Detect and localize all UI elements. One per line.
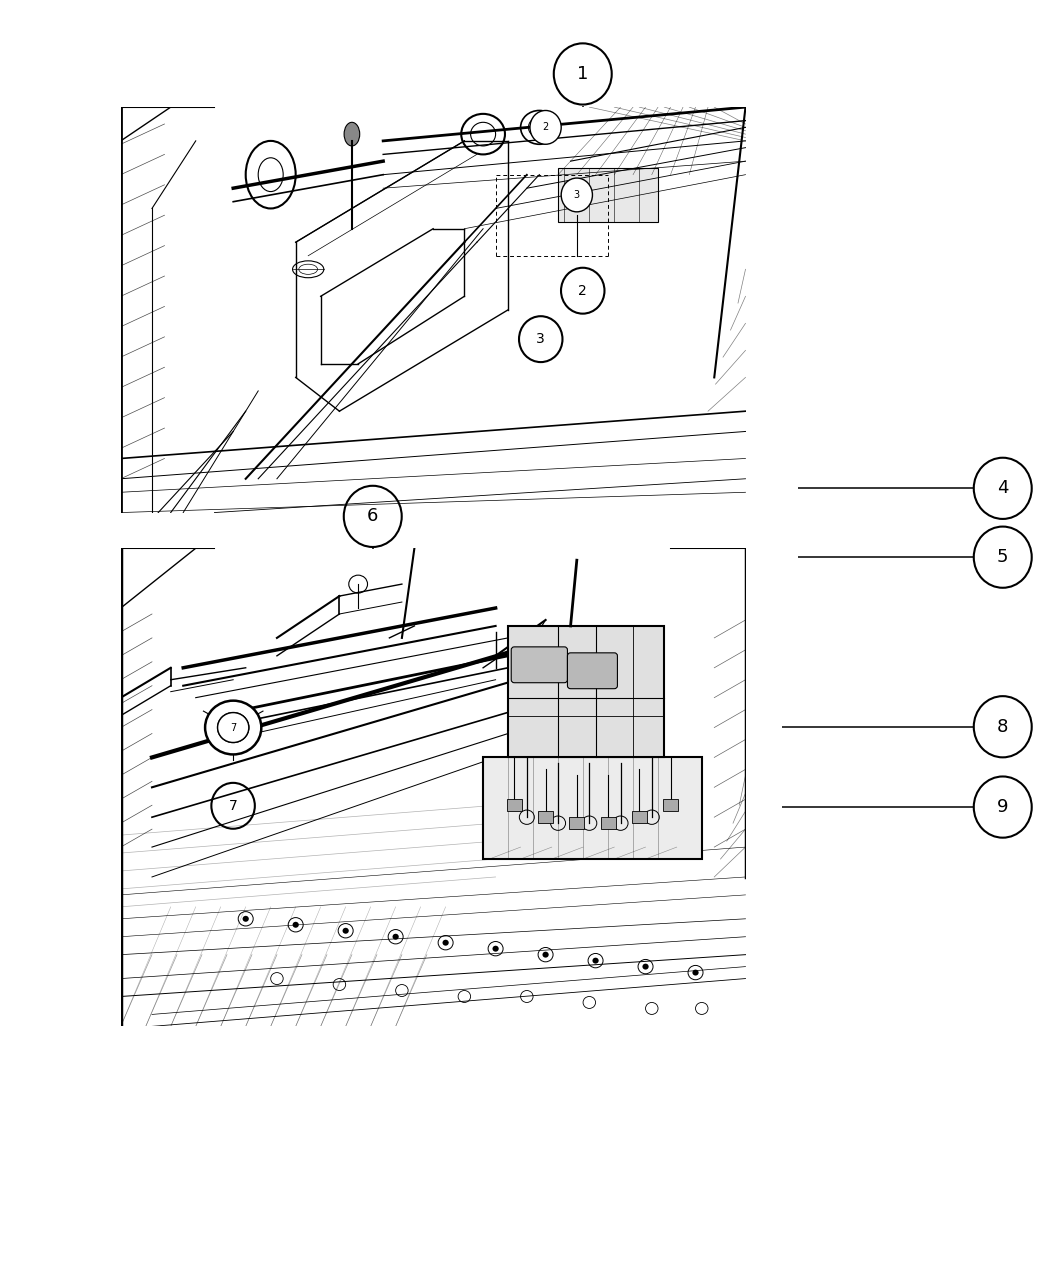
Circle shape — [217, 713, 249, 742]
Circle shape — [643, 964, 649, 969]
Text: 2: 2 — [579, 284, 587, 297]
Circle shape — [530, 111, 561, 144]
Circle shape — [692, 969, 698, 975]
Text: 8: 8 — [998, 718, 1008, 736]
Ellipse shape — [973, 527, 1032, 588]
Ellipse shape — [973, 776, 1032, 838]
Ellipse shape — [343, 486, 402, 547]
Circle shape — [543, 951, 549, 958]
FancyBboxPatch shape — [601, 817, 615, 829]
FancyBboxPatch shape — [663, 799, 678, 811]
Ellipse shape — [973, 458, 1032, 519]
Ellipse shape — [344, 122, 360, 145]
FancyBboxPatch shape — [508, 626, 665, 757]
Text: 9: 9 — [998, 798, 1008, 816]
Circle shape — [293, 922, 299, 928]
FancyBboxPatch shape — [632, 811, 647, 824]
FancyBboxPatch shape — [559, 168, 658, 222]
Ellipse shape — [973, 696, 1032, 757]
Text: 7: 7 — [229, 799, 237, 812]
Circle shape — [393, 933, 399, 940]
Circle shape — [342, 928, 349, 933]
FancyBboxPatch shape — [483, 757, 701, 859]
Text: 7: 7 — [230, 723, 236, 733]
Ellipse shape — [553, 43, 612, 105]
Circle shape — [561, 179, 592, 212]
Circle shape — [226, 720, 240, 734]
Ellipse shape — [519, 316, 563, 362]
Circle shape — [243, 915, 249, 922]
FancyBboxPatch shape — [511, 646, 567, 682]
Circle shape — [492, 946, 499, 951]
Ellipse shape — [561, 268, 605, 314]
FancyBboxPatch shape — [507, 799, 522, 811]
FancyBboxPatch shape — [567, 653, 617, 689]
Circle shape — [442, 940, 448, 946]
Text: 5: 5 — [998, 548, 1008, 566]
FancyBboxPatch shape — [569, 817, 584, 829]
Text: 4: 4 — [998, 479, 1008, 497]
Circle shape — [205, 701, 261, 755]
Circle shape — [592, 958, 598, 964]
FancyBboxPatch shape — [538, 811, 553, 824]
Text: 3: 3 — [537, 333, 545, 346]
Text: 1: 1 — [578, 65, 588, 83]
Text: 2: 2 — [543, 122, 549, 133]
Text: 3: 3 — [573, 190, 580, 200]
Text: 6: 6 — [368, 507, 378, 525]
Ellipse shape — [211, 783, 255, 829]
